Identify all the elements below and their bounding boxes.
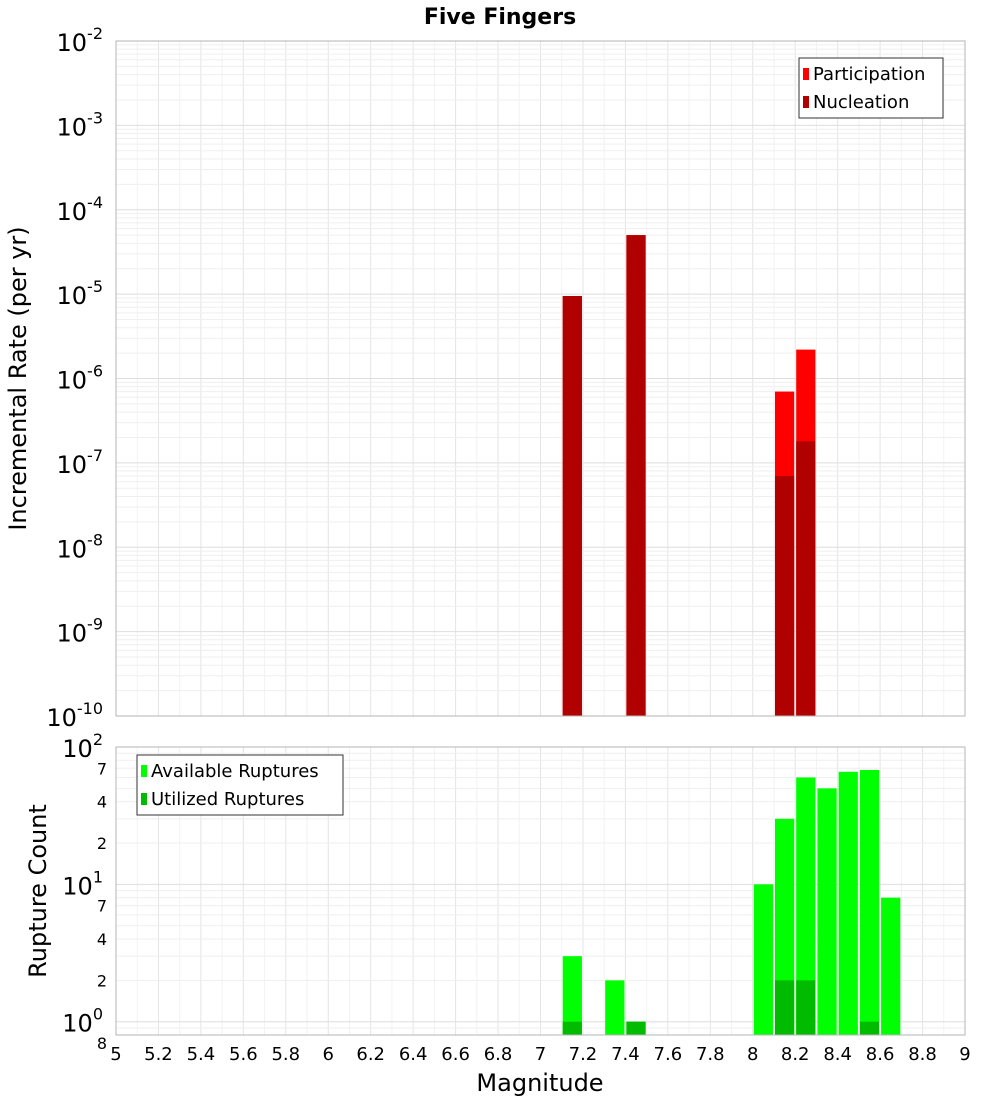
- x-tick-label: 8: [747, 1044, 758, 1065]
- x-tick-label: 7.6: [654, 1044, 683, 1065]
- x-tick-label: 7.2: [569, 1044, 598, 1065]
- count-bar-utilized-ruptures: [796, 980, 816, 1035]
- count-legend-swatch: [141, 793, 147, 805]
- count-y-tick-label: 2: [97, 971, 107, 990]
- rate-bar-nucleation: [796, 441, 816, 716]
- rate-legend-swatch: [803, 96, 809, 108]
- rate-plot-border: [115, 40, 966, 717]
- rate-bars: [562, 235, 816, 716]
- rate-y-axis-label: Incremental Rate (per yr): [4, 226, 32, 530]
- x-tick-label: 7.4: [611, 1044, 640, 1065]
- rate-bar-nucleation: [626, 235, 646, 716]
- rate-legend-label: Nucleation: [813, 92, 909, 113]
- rate-legend-swatch: [803, 68, 809, 80]
- x-tick-label: 8.4: [823, 1044, 852, 1065]
- chart-title: Five Fingers: [424, 5, 576, 30]
- rate-y-ticks: 10-2 10-3 10-4 10-5 10-6 10-7 10-8 10-9 10-10: [46, 24, 103, 732]
- count-legend: Available Ruptures Utilized Ruptures: [136, 754, 344, 816]
- x-axis-label: Magnitude: [476, 1069, 603, 1097]
- x-tick-label: 5.8: [271, 1044, 300, 1065]
- count-y-axis-label: Rupture Count: [24, 804, 52, 978]
- rate-grid: [115, 41, 966, 717]
- count-bar-available-ruptures: [859, 770, 880, 1035]
- x-tick-label: 6: [323, 1044, 334, 1065]
- count-bars: [562, 770, 901, 1035]
- rate-y-tick-label: 10-4: [57, 193, 104, 226]
- count-y-tick-label: 100: [62, 1005, 103, 1038]
- count-legend-box: [136, 754, 344, 816]
- x-tick-label: 6.2: [356, 1044, 385, 1065]
- count-bar-utilized-ruptures: [859, 1021, 880, 1035]
- x-tick-label: 8.6: [866, 1044, 895, 1065]
- count-bar-available-ruptures: [605, 980, 625, 1035]
- x-tick-label: 9: [959, 1044, 970, 1065]
- count-bar-available-ruptures: [753, 884, 773, 1035]
- count-bar-available-ruptures: [562, 956, 582, 1035]
- count-y-tick-label: 4: [97, 930, 107, 949]
- rate-legend-label: Participation: [813, 64, 925, 85]
- count-y-tick-label: 101: [62, 867, 103, 900]
- count-legend-label: Available Ruptures: [151, 761, 319, 782]
- count-y-tick-label: 4: [97, 793, 107, 812]
- x-tick-label: 5.4: [187, 1044, 216, 1065]
- rate-legend: Participation Nucleation: [798, 57, 944, 119]
- count-bar-available-ruptures: [817, 788, 837, 1035]
- count-bar-utilized-ruptures: [562, 1021, 582, 1035]
- count-y-tick-label: 8: [97, 1034, 107, 1053]
- count-bar-utilized-ruptures: [774, 980, 795, 1035]
- rate-y-tick-label: 10-8: [57, 530, 104, 563]
- rate-legend-box: [798, 57, 944, 119]
- count-y-tick-label: 102: [62, 730, 103, 763]
- x-tick-label: 7: [535, 1044, 546, 1065]
- x-tick-label: 5: [110, 1044, 121, 1065]
- x-axis-ticks: 5 5.2 5.4 5.6 5.8 6 6.2 6.4 6.6 6.8 7 7.2 7.4 7.6 7.8 8…: [110, 1044, 970, 1065]
- rate-y-tick-label: 10-10: [46, 699, 103, 732]
- count-legend-label: Utilized Ruptures: [151, 789, 304, 810]
- rate-y-tick-label: 10-7: [57, 446, 104, 479]
- rate-y-tick-label: 10-9: [57, 615, 104, 648]
- count-plot-border: [115, 746, 966, 1036]
- count-y-tick-label: 7: [97, 897, 107, 916]
- rate-y-tick-label: 10-5: [57, 277, 104, 310]
- rate-y-tick-label: 10-3: [57, 108, 104, 141]
- x-tick-label: 8.8: [908, 1044, 937, 1065]
- x-tick-label: 6.8: [484, 1044, 513, 1065]
- count-bar-available-ruptures: [881, 897, 901, 1035]
- count-y-tick-label: 2: [97, 834, 107, 853]
- rate-y-tick-label: 10-2: [57, 24, 104, 57]
- x-tick-label: 5.6: [229, 1044, 258, 1065]
- count-bar-utilized-ruptures: [626, 1021, 646, 1035]
- count-bar-available-ruptures: [838, 771, 858, 1035]
- x-tick-label: 7.8: [696, 1044, 725, 1065]
- x-tick-label: 8.2: [781, 1044, 810, 1065]
- x-tick-label: 5.2: [144, 1044, 173, 1065]
- count-legend-swatch: [141, 765, 147, 777]
- rate-panel: 10-2 10-3 10-4 10-5 10-6 10-7 10-8 10-9 10-10 Inc…: [4, 24, 966, 732]
- rate-y-tick-label: 10-6: [57, 362, 104, 395]
- rate-bar-nucleation: [774, 475, 795, 716]
- rate-bar-nucleation: [562, 296, 582, 716]
- count-bar-available-ruptures: [796, 777, 816, 1035]
- x-tick-label: 6.6: [441, 1044, 470, 1065]
- x-tick-label: 6.4: [399, 1044, 428, 1065]
- count-y-tick-label: 7: [97, 759, 107, 778]
